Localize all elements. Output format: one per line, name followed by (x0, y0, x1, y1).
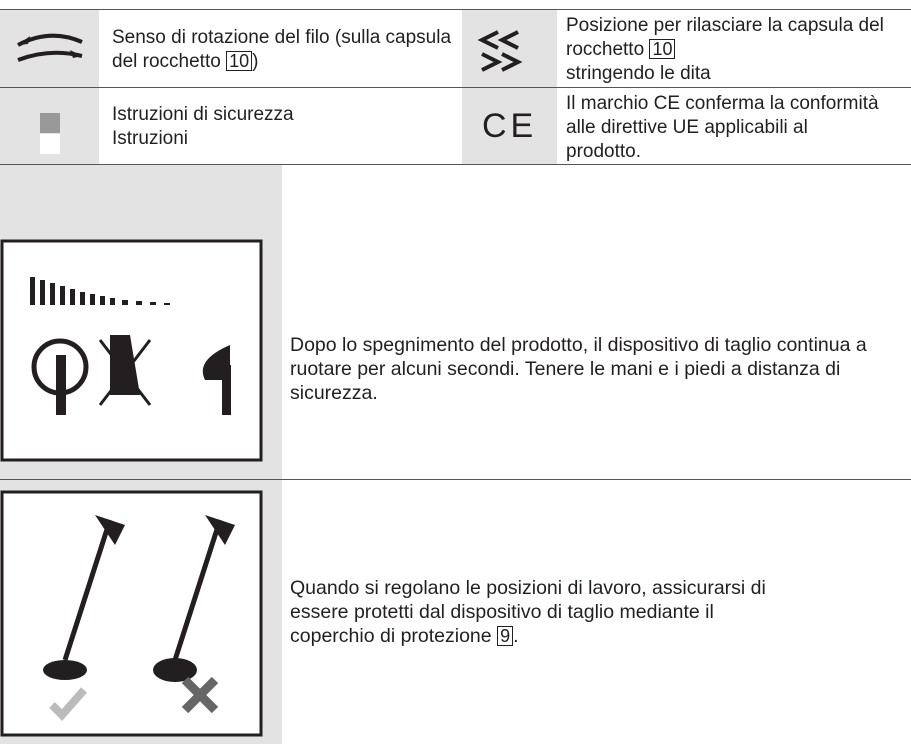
instructions-square (40, 134, 60, 154)
text: stringendo le dita (566, 63, 711, 84)
reference-number: 10 (226, 51, 253, 71)
icon-cell (462, 10, 557, 88)
reference-number: 10 (649, 39, 676, 59)
description: Posizione per rilasciare la capsula del … (566, 14, 906, 86)
text-cell: Quando si regolano le posizioni di lavor… (282, 480, 911, 744)
text-cell: Dopo lo spegnimento del prodotto, il dis… (282, 165, 911, 480)
text: Senso di rotazione del filo (sulla capsu… (112, 27, 452, 72)
text: . (513, 625, 519, 647)
description: Dopo lo spegnimento del prodotto, il dis… (290, 334, 867, 404)
release-icon (477, 30, 523, 72)
text: Istruzioni di sicurezza (112, 104, 294, 125)
description: Senso di rotazione del filo (sulla capsu… (112, 26, 457, 74)
icon-cell (0, 88, 99, 165)
ce-mark: CE (482, 107, 538, 145)
reference-number: 9 (497, 626, 514, 646)
description: Quando si regolano le posizioni di lavor… (290, 576, 790, 648)
icon-cell (0, 165, 282, 480)
text-cell: Il marchio CE conferma la conformità all… (557, 88, 911, 165)
guard-icon (0, 490, 263, 737)
rotation-icon (17, 33, 83, 62)
top-rule (0, 9, 911, 10)
text-cell: Istruzioni di sicurezza Istruzioni (99, 88, 462, 165)
text: ) (252, 51, 259, 72)
text-cell: Senso di rotazione del filo (sulla capsu… (99, 10, 462, 88)
text: Quando si regolano le posizioni di lavor… (290, 577, 766, 647)
description: Il marchio CE conferma la conformità all… (566, 93, 879, 162)
text: Istruzioni (112, 128, 189, 149)
icon-cell (0, 480, 282, 744)
icon-cell (0, 10, 99, 88)
icon-cell: CE (462, 88, 557, 165)
text: Posizione per rilasciare la capsula del … (566, 15, 884, 60)
safety-square (40, 113, 60, 133)
rundown-icon (0, 239, 263, 462)
text-cell: Posizione per rilasciare la capsula del … (557, 10, 911, 88)
